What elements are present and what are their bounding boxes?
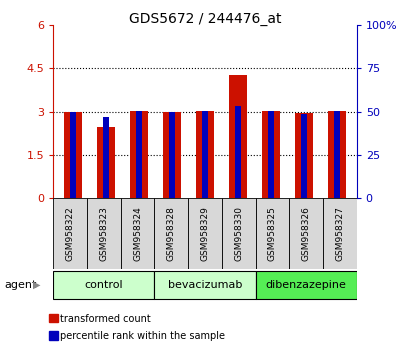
Text: GSM958327: GSM958327 [335,206,344,261]
Bar [294,113,312,198]
Bar [196,111,213,198]
FancyBboxPatch shape [188,198,221,269]
Text: GSM958323: GSM958323 [99,206,108,261]
FancyBboxPatch shape [154,198,188,269]
Text: GSM958326: GSM958326 [301,206,310,261]
FancyBboxPatch shape [255,271,356,299]
FancyBboxPatch shape [120,198,154,269]
Bar [228,74,247,198]
Text: GDS5672 / 244476_at: GDS5672 / 244476_at [128,12,281,27]
Bar [201,111,208,198]
Bar [300,114,306,198]
Bar [162,112,181,198]
Text: dibenzazepine: dibenzazepine [265,280,346,290]
Text: GSM958329: GSM958329 [200,206,209,261]
FancyBboxPatch shape [53,271,154,299]
Bar [169,112,175,198]
Bar [70,112,76,198]
Bar [327,111,345,198]
Bar [234,106,240,198]
Text: GSM958322: GSM958322 [65,206,74,261]
Bar [267,111,274,198]
Text: GSM958324: GSM958324 [133,206,142,261]
FancyBboxPatch shape [154,271,255,299]
FancyBboxPatch shape [322,198,356,269]
Text: control: control [84,280,123,290]
Text: GSM958325: GSM958325 [267,206,276,261]
Text: agent: agent [4,280,36,290]
Text: GSM958328: GSM958328 [166,206,175,261]
FancyBboxPatch shape [289,198,322,269]
Text: bevacizumab: bevacizumab [167,280,242,290]
FancyBboxPatch shape [255,198,289,269]
FancyBboxPatch shape [221,198,255,269]
Bar [130,111,148,198]
Bar [97,127,115,198]
Text: percentile rank within the sample: percentile rank within the sample [60,331,225,341]
Bar [261,111,279,198]
Text: ▶: ▶ [33,280,40,290]
FancyBboxPatch shape [87,198,120,269]
Bar [333,111,339,198]
Bar [135,111,142,198]
FancyBboxPatch shape [53,198,87,269]
Bar [64,112,82,198]
Text: transformed count: transformed count [60,314,151,324]
Text: GSM958330: GSM958330 [234,206,243,261]
Bar [103,117,109,198]
